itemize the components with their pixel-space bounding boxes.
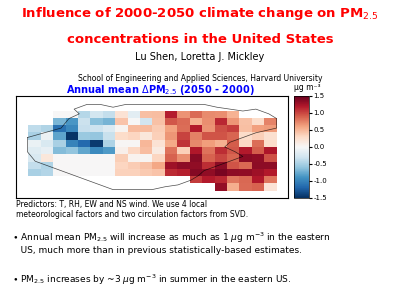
Text: School of Engineering and Applied Sciences, Harvard University: School of Engineering and Applied Scienc… [78, 74, 322, 83]
Text: Predictors: T, RH, EW and NS wind. We use 4 local
meteorological factors and two: Predictors: T, RH, EW and NS wind. We us… [16, 200, 248, 219]
Text: Annual mean $\Delta$PM$_{2.5}$ (2050 - 2000): Annual mean $\Delta$PM$_{2.5}$ (2050 - 2… [66, 83, 254, 97]
Text: $\bullet$ Annual mean PM$_{2.5}$ will increase as much as 1 $\mu$g m$^{-3}$ in t: $\bullet$ Annual mean PM$_{2.5}$ will in… [12, 230, 330, 255]
Text: $\bullet$ PM$_{2.5}$ increases by ~3 $\mu$g m$^{-3}$ in summer in the eastern US: $\bullet$ PM$_{2.5}$ increases by ~3 $\m… [12, 273, 291, 287]
Text: concentrations in the United States: concentrations in the United States [67, 34, 333, 46]
Text: Influence of 2000-2050 climate change on PM$_{2.5}$: Influence of 2000-2050 climate change on… [21, 5, 379, 22]
Text: Lu Shen, Loretta J. Mickley: Lu Shen, Loretta J. Mickley [135, 52, 265, 61]
Text: μg m⁻³: μg m⁻³ [294, 83, 321, 92]
